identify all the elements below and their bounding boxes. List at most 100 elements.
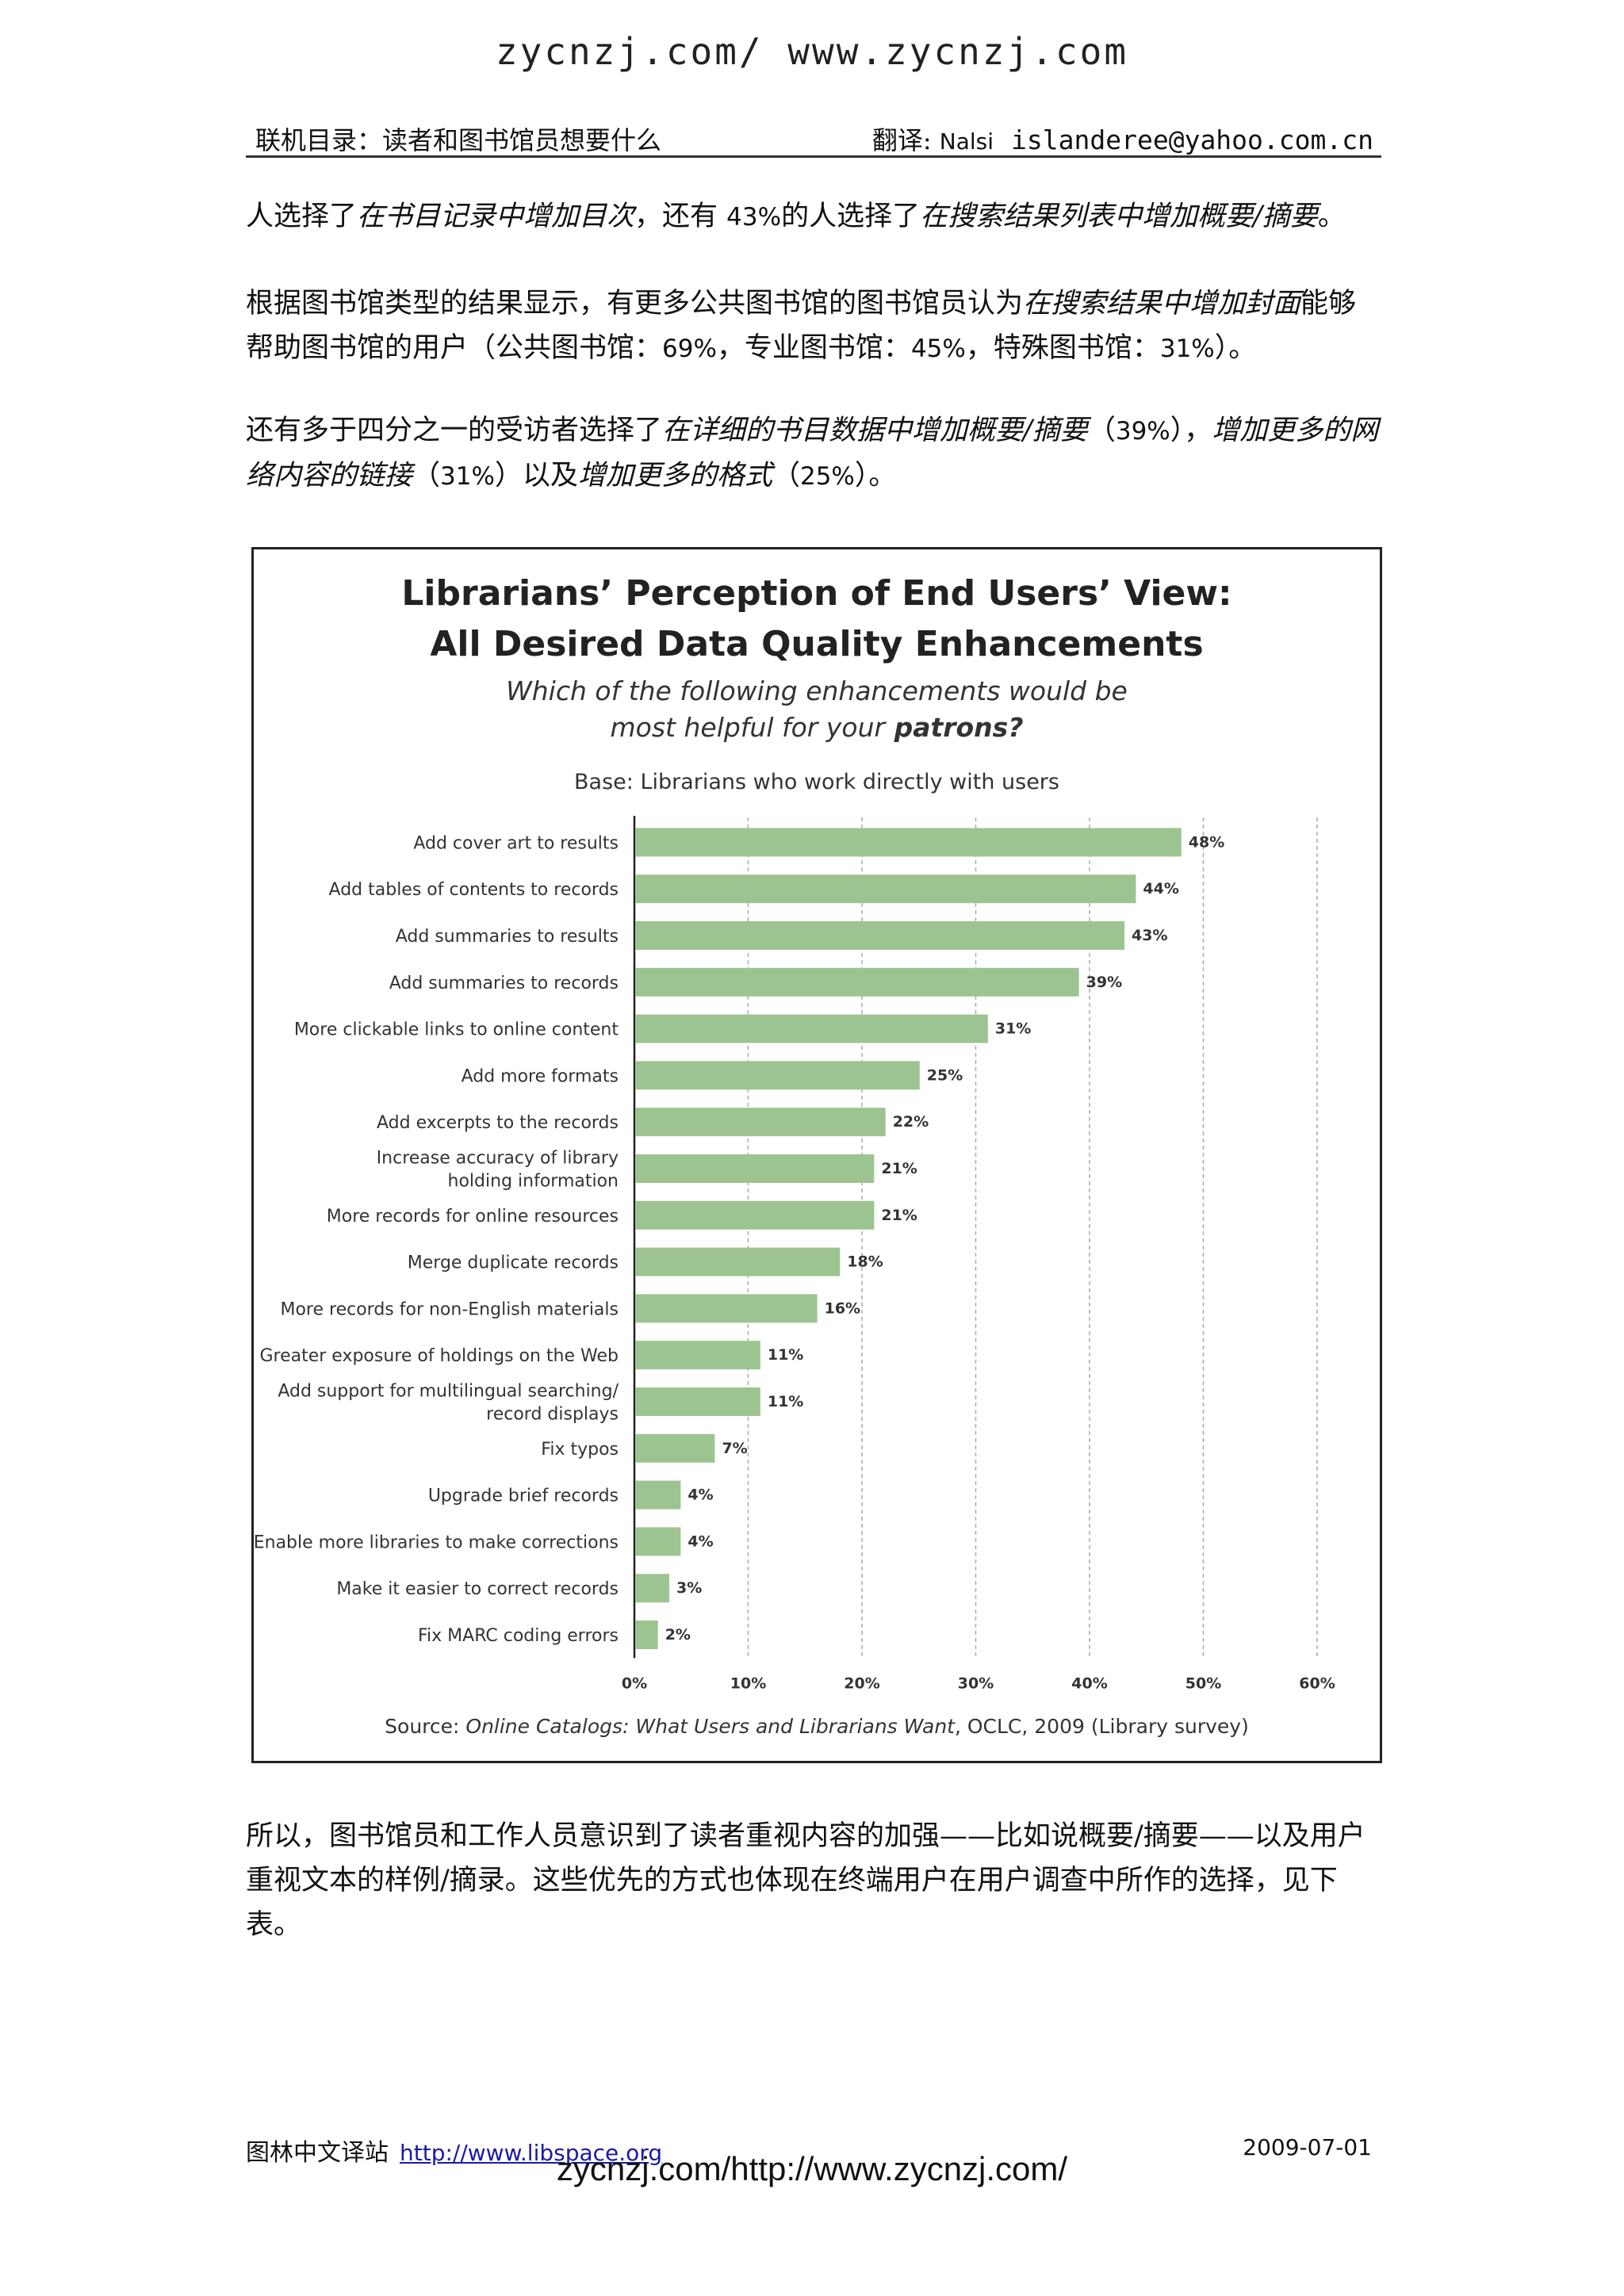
italic-text: / <box>1253 201 1262 232</box>
bar-value-label: 43% <box>1132 927 1167 944</box>
category-label: Merge duplicate records <box>408 1253 619 1273</box>
percent: 31% <box>1159 335 1215 363</box>
category-label: More clickable links to online content <box>294 1020 619 1040</box>
chart-title: Librarians’ Perception of End Users’ Vie… <box>401 573 1231 614</box>
italic-text: 增加更多的格式 <box>577 460 772 492</box>
bar-value-label: 4% <box>688 1487 713 1504</box>
category-label: Greater exposure of holdings on the Web <box>259 1346 619 1366</box>
bar <box>635 1527 681 1556</box>
bar <box>635 1433 715 1463</box>
footer-site-name: 图林中文译站 <box>246 2139 389 2167</box>
italic-text: 在搜索结果中增加封面 <box>1023 288 1301 320</box>
text: 能够帮助图书馆的用户（公共图书馆： <box>246 288 1357 364</box>
text: （ <box>772 460 800 492</box>
category-label: holding information <box>448 1172 619 1192</box>
category-label: Increase accuracy of library <box>377 1149 619 1169</box>
chart-base-note: Base: Librarians who work directly with … <box>574 770 1059 794</box>
category-label: Add summaries to records <box>389 974 619 993</box>
category-label: Make it easier to correct records <box>336 1579 619 1599</box>
italic-text: 在书目记录中增加目次 <box>357 201 635 232</box>
bar <box>635 1621 658 1649</box>
category-label: Add support for multilingual searching/ <box>278 1382 619 1402</box>
bar <box>635 1387 760 1416</box>
bar-value-label: 21% <box>881 1160 917 1177</box>
category-label: record displays <box>486 1405 619 1425</box>
bar-value-label: 4% <box>688 1533 713 1550</box>
text: ）以及 <box>494 460 578 492</box>
bar <box>635 1154 875 1183</box>
bar <box>635 874 1136 904</box>
category-label: More records for non-English materials <box>280 1299 619 1319</box>
bar <box>635 1108 886 1137</box>
x-tick-label: 60% <box>1299 1674 1335 1692</box>
header-translator: 翻译: Nalsi islanderee@yahoo.com.cn <box>872 121 1373 157</box>
category-label: Enable more libraries to make correction… <box>254 1533 619 1552</box>
text: 。 <box>1317 201 1346 232</box>
chart-subtitle: most helpful for your patrons? <box>611 712 1024 743</box>
footer-link[interactable]: http://www.libspace.org <box>400 2140 663 2166</box>
chart-frame: Librarians’ Perception of End Users’ Vie… <box>251 547 1382 1763</box>
translator-name: Nalsi <box>939 128 994 155</box>
percent: 31% <box>440 462 495 491</box>
text: ，专业图书馆： <box>716 332 911 364</box>
bar-value-label: 11% <box>768 1346 803 1364</box>
bar-value-label: 7% <box>722 1440 747 1457</box>
bar-value-label: 21% <box>881 1207 917 1224</box>
bar-value-label: 18% <box>847 1253 883 1271</box>
category-label: Fix typos <box>541 1440 619 1460</box>
subtitle-emphasis: patrons? <box>885 712 1023 743</box>
text: 人选择了 <box>246 201 358 232</box>
text: 根据图书馆类型的结果显示，有更多公共图书馆的图书馆员认为 <box>246 288 1024 320</box>
italic-text: 摘要 <box>1032 415 1088 446</box>
x-tick-label: 30% <box>958 1674 994 1692</box>
chart-title: All Desired Data Quality Enhancements <box>430 624 1203 664</box>
bar <box>635 1200 875 1230</box>
running-header: 联机目录：读者和图书馆员想要什么 翻译: Nalsi islanderee@yah… <box>246 119 1381 158</box>
percent: 25% <box>799 462 855 491</box>
category-label: Add summaries to results <box>396 927 619 947</box>
footer-date: 2009-07-01 <box>1243 2134 1372 2160</box>
italic-text: / <box>1023 415 1032 446</box>
bar <box>635 1574 670 1603</box>
bar <box>635 1341 760 1370</box>
x-tick-label: 10% <box>730 1674 766 1692</box>
category-label: Add tables of contents to records <box>329 880 619 900</box>
bar-value-label: 39% <box>1086 974 1122 991</box>
footer-left: 图林中文译站 http://www.libspace.org <box>246 2133 662 2168</box>
bar-value-label: 11% <box>768 1393 803 1410</box>
category-label: Add excerpts to the records <box>377 1113 619 1133</box>
text: （ <box>1087 415 1116 446</box>
paragraph-2: 根据图书馆类型的结果显示，有更多公共图书馆的图书馆员认为在搜索结果中增加封面能够… <box>246 281 1381 371</box>
translator-label: 翻译: <box>871 125 940 155</box>
text: ，特殊图书馆： <box>965 332 1160 364</box>
bar <box>635 1480 681 1510</box>
bar <box>635 1247 841 1276</box>
italic-text: 在详细的书目数据中增加概要 <box>662 415 1024 446</box>
x-tick-label: 20% <box>844 1674 879 1692</box>
x-tick-label: 40% <box>1071 1674 1107 1692</box>
italic-text: 在搜索结果列表中增加概要 <box>920 201 1254 232</box>
bottom-watermark: zycnzj.com/http://www.zycnzj.com/ <box>556 2150 1068 2187</box>
category-label: Add cover art to results <box>413 833 619 853</box>
chart-subtitle: Which of the following enhancements woul… <box>506 675 1128 706</box>
bar-value-label: 25% <box>927 1066 963 1084</box>
bar <box>635 828 1182 857</box>
paragraph-4: 所以，图书馆员和工作人员意识到了读者重视内容的加强——比如说概要/摘要——以及用… <box>246 1820 1365 1941</box>
bar <box>635 1061 920 1090</box>
chart-source: Source: Online Catalogs: What Users and … <box>385 1715 1249 1738</box>
bar <box>635 1014 988 1043</box>
translator-email: islanderee@yahoo.com.cn <box>1011 124 1373 155</box>
paragraph-1: 人选择了在书目记录中增加目次，还有 43%的人选择了在搜索结果列表中增加概要/摘… <box>246 194 1381 239</box>
bar-value-label: 16% <box>825 1299 860 1317</box>
x-tick-label: 0% <box>622 1674 647 1692</box>
top-watermark: zycnzj.com/ www.zycnzj.com <box>495 30 1129 73</box>
bar-value-label: 48% <box>1189 833 1224 851</box>
bar <box>635 921 1125 950</box>
text: ）， <box>1170 415 1212 446</box>
percent: 45% <box>910 335 966 363</box>
bar-value-label: 31% <box>995 1020 1031 1038</box>
text: 还有多于四分之一的受访者选择了 <box>246 415 663 446</box>
percent: 69% <box>662 335 717 363</box>
category-label: Fix MARC coding errors <box>418 1626 619 1646</box>
percent: 43% <box>726 203 782 232</box>
